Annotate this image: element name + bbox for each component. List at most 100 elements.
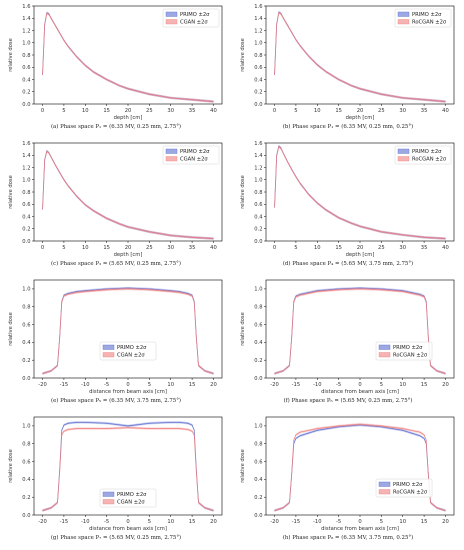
y-tick-label: 1.0 — [254, 178, 262, 184]
y-tick-label: 0.0 — [254, 239, 262, 245]
legend: PRIMO ±2σ CGAN ±2σ — [99, 341, 157, 361]
y-tick-label: 0.4 — [254, 340, 263, 346]
x-tick-label: 5 — [380, 519, 383, 525]
data-point — [84, 204, 86, 206]
data-point — [445, 510, 446, 511]
data-point — [127, 287, 129, 289]
chart-panel: -20 -15 -10 -5 0 5 10 15 20 0.0 0.2 0.4 0.6 0.8 1.0 dis… — [0, 411, 232, 548]
data-point — [76, 292, 78, 293]
data-point — [196, 337, 197, 339]
data-point — [76, 56, 78, 58]
x-tick-label: -5 — [104, 519, 109, 525]
data-point — [187, 293, 189, 294]
data-point — [63, 39, 65, 41]
legend-swatch — [165, 156, 178, 162]
y-tick-label: 1.0 — [254, 41, 262, 47]
data-point — [282, 152, 284, 154]
data-point — [338, 426, 339, 428]
legend-label: PRIMO ±2σ — [393, 345, 423, 351]
data-point — [276, 155, 278, 157]
data-point — [278, 12, 280, 14]
data-point — [193, 430, 195, 431]
legend-label: RoCGAN ±2σ — [412, 157, 447, 163]
data-point — [170, 235, 172, 236]
figure-caption: (d) Phase space P₄ = (5.65 MV, 3.75 mm, … — [282, 261, 414, 267]
y-tick-label: 1.4 — [254, 16, 263, 22]
data-point — [359, 88, 361, 90]
x-tick-label: 25 — [146, 108, 153, 114]
data-point — [402, 291, 404, 292]
x-tick-label: -10 — [313, 519, 321, 525]
data-point — [44, 24, 46, 26]
data-point — [187, 429, 189, 430]
data-point — [316, 64, 318, 66]
x-tick-label: 15 — [189, 519, 196, 525]
figure-caption: (g) Phase space P₇ = (5.65 MV, 0.25 mm, … — [50, 535, 182, 541]
data-point — [316, 430, 318, 431]
legend: PRIMO ±2σ CGAN ±2σ — [162, 145, 220, 165]
x-tick-label: 25 — [378, 245, 385, 251]
y-tick-label: 0.8 — [22, 53, 30, 59]
data-point — [149, 422, 150, 424]
legend: PRIMO ±2σ RoCGAN ±2σ — [375, 478, 433, 498]
x-tick-label: 20 — [125, 245, 132, 251]
data-point — [359, 225, 361, 227]
legend-swatch — [397, 11, 410, 17]
y-tick-label: 1.0 — [254, 287, 262, 293]
data-point — [50, 370, 52, 372]
data-point — [291, 474, 292, 476]
data-point — [193, 434, 195, 436]
y-tick-label: 0.0 — [22, 239, 30, 245]
data-point — [46, 151, 48, 152]
data-point — [106, 79, 107, 80]
data-point — [295, 295, 297, 297]
x-tick-label: -20 — [270, 382, 278, 388]
data-point — [419, 293, 421, 295]
data-point — [289, 365, 290, 366]
legend: PRIMO ±2σ CGAN ±2σ — [99, 488, 157, 508]
data-point — [59, 471, 60, 473]
x-tick-label: 0 — [41, 108, 44, 114]
x-tick-label: 20 — [357, 245, 364, 251]
data-point — [282, 17, 284, 18]
y-tick-label: 0.0 — [22, 376, 30, 382]
x-tick-label: -10 — [313, 382, 321, 388]
legend: PRIMO ±2σ CGAN ±2σ — [162, 8, 220, 28]
x-axis-label: distance from beam axis [cm] — [321, 389, 399, 395]
data-point — [325, 71, 327, 72]
data-point — [428, 337, 429, 339]
y-tick-label: 0.8 — [22, 190, 30, 196]
x-tick-label: 20 — [210, 519, 217, 525]
x-tick-label: 30 — [399, 108, 406, 114]
y-tick-label: 1.4 — [22, 16, 31, 22]
data-point — [430, 365, 431, 366]
x-tick-label: 10 — [314, 108, 321, 114]
y-tick-label: 0.6 — [254, 459, 262, 465]
x-axis-label: distance from beam axis [cm] — [89, 526, 167, 532]
data-point — [149, 428, 150, 429]
data-point — [308, 430, 310, 431]
legend-swatch — [397, 19, 410, 25]
data-point — [61, 434, 63, 436]
legend-label: PRIMO ±2σ — [180, 12, 210, 18]
x-tick-label: 0 — [126, 519, 129, 525]
data-point — [63, 294, 65, 296]
data-point — [299, 45, 301, 47]
data-point — [170, 428, 172, 429]
data-point — [299, 183, 301, 184]
data-point — [381, 288, 382, 290]
x-tick-label: 25 — [146, 245, 153, 251]
x-axis-label: distance from beam axis [cm] — [321, 526, 399, 532]
data-point — [423, 434, 425, 436]
x-tick-label: -15 — [292, 519, 300, 525]
y-tick-label: 0.4 — [254, 77, 263, 83]
chart-svg: -20 -15 -10 -5 0 5 10 15 20 0.0 0.2 0.4 0.6 0.8 1.0 dis… — [8, 279, 223, 395]
data-point — [59, 172, 60, 173]
data-point — [338, 289, 339, 291]
data-point — [425, 301, 427, 303]
x-tick-label: 10 — [314, 245, 321, 251]
data-point — [274, 510, 275, 511]
x-tick-label: 30 — [167, 245, 174, 251]
y-tick-label: 1.6 — [22, 4, 30, 10]
x-tick-label: 20 — [210, 382, 217, 388]
